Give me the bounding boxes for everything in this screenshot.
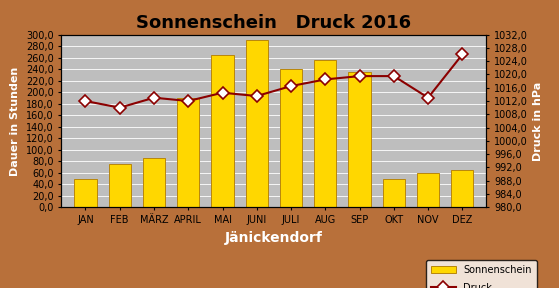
Bar	[314, 60, 337, 207]
Y-axis label: Dauer in Stunden: Dauer in Stunden	[11, 66, 21, 176]
Title: Sonnenschein   Druck 2016: Sonnenschein Druck 2016	[136, 14, 411, 32]
Bar	[74, 179, 97, 207]
Legend: Sonnenschein, Druck: Sonnenschein, Druck	[427, 260, 537, 288]
Bar	[280, 69, 302, 207]
Bar	[383, 179, 405, 207]
Bar	[245, 40, 268, 207]
Bar	[143, 158, 165, 207]
Bar	[417, 173, 439, 207]
Bar	[177, 98, 200, 207]
Bar	[451, 170, 473, 207]
X-axis label: Jänickendorf: Jänickendorf	[225, 231, 323, 245]
Bar	[348, 72, 371, 207]
Y-axis label: Druck in hPa: Druck in hPa	[533, 81, 543, 161]
Bar	[108, 164, 131, 207]
Bar	[211, 55, 234, 207]
